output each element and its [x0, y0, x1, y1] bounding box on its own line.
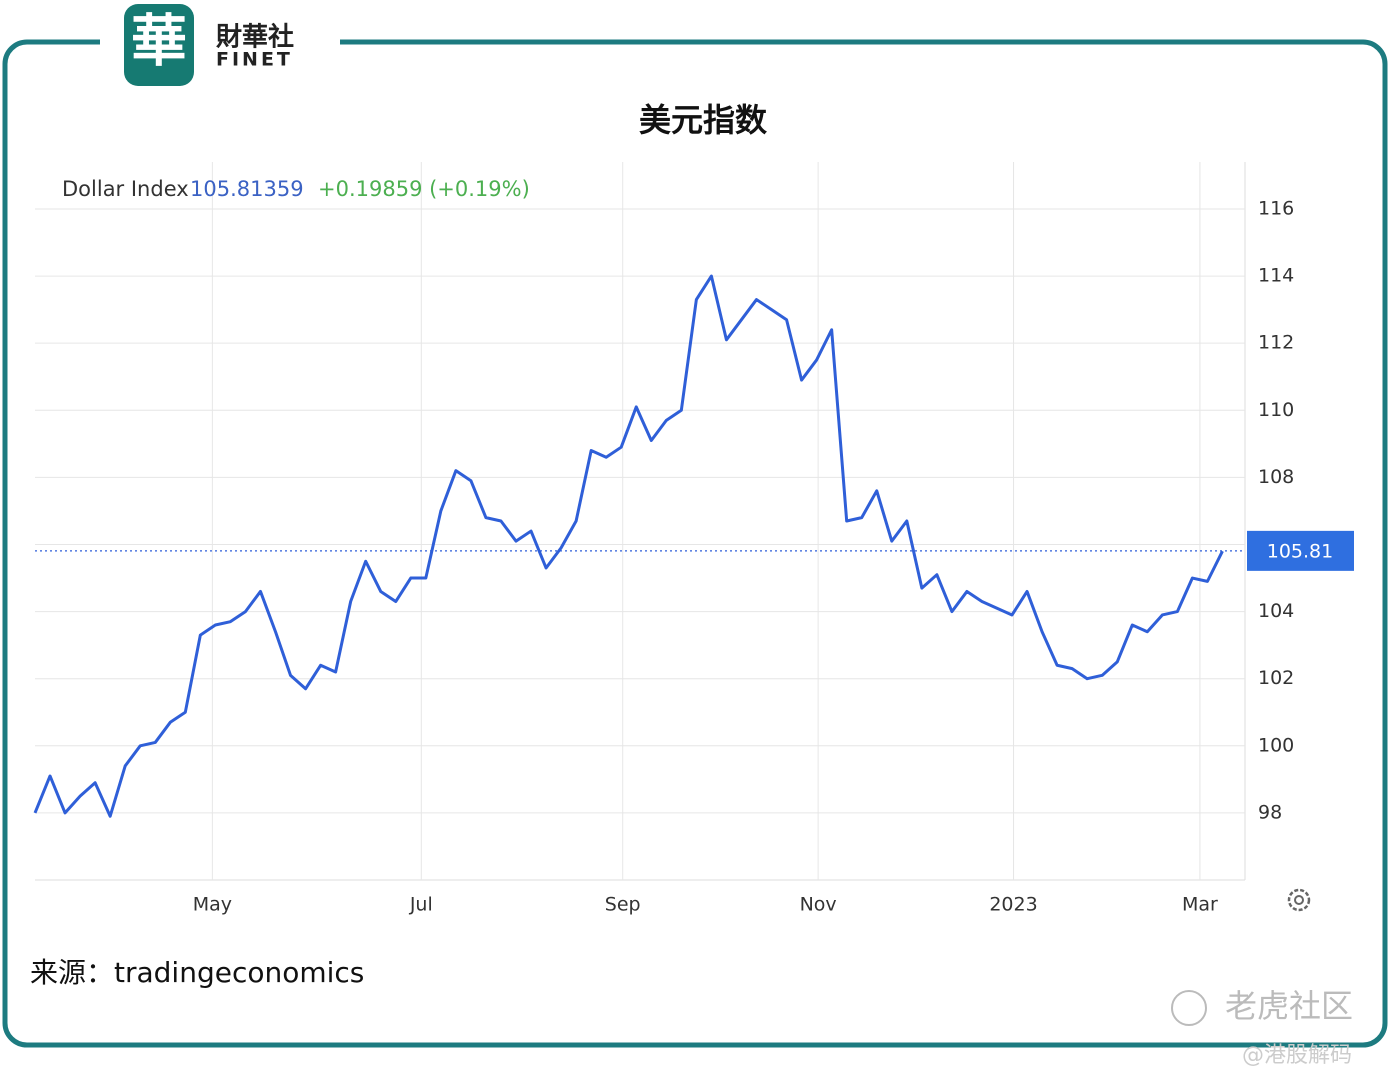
logo-latin: FINET [216, 49, 293, 71]
x-tick-label: 2023 [989, 894, 1037, 916]
y-tick-label: 100 [1258, 734, 1294, 756]
source: 来源：tradingeconomics [30, 956, 364, 989]
y-tick-label: 112 [1258, 332, 1294, 354]
logo-name: 財華社 [216, 22, 294, 53]
x-tick-label: Nov [800, 894, 837, 916]
y-tick-label: 108 [1258, 466, 1294, 488]
settings-icon[interactable] [1287, 888, 1311, 912]
y-tick-label: 102 [1258, 667, 1294, 689]
logo-mark: 華 [131, 9, 187, 75]
watermark: 老虎社区 [1225, 987, 1353, 1025]
logo-badge [124, 4, 194, 86]
x-tick-label: Mar [1182, 894, 1218, 916]
watermark-icon [1171, 990, 1207, 1026]
chart-title: 美元指数 [639, 101, 768, 139]
last-price: 105.81359 [190, 177, 304, 201]
x-tick-label: Jul [409, 894, 433, 916]
y-tick-label: 116 [1258, 197, 1294, 219]
y-tick-label: 114 [1258, 265, 1294, 287]
last-value-badge [1247, 530, 1354, 571]
plot-area [35, 162, 1245, 880]
last-value-label: 105.81 [1267, 540, 1333, 562]
x-tick-label: Sep [605, 894, 641, 916]
y-tick-label: 98 [1258, 801, 1282, 823]
line-series [33, 274, 1224, 818]
plot: 98100102104106108110112114116MayJulSepNo… [33, 162, 1354, 916]
y-tick-label: 110 [1258, 399, 1294, 421]
y-tick-label: 104 [1258, 600, 1294, 622]
series-name: Dollar Index [62, 177, 189, 201]
change: +0.19859 (+0.19%) [318, 177, 530, 201]
watermark: @港股解码 [1242, 1043, 1352, 1068]
x-tick-label: May [193, 894, 232, 916]
